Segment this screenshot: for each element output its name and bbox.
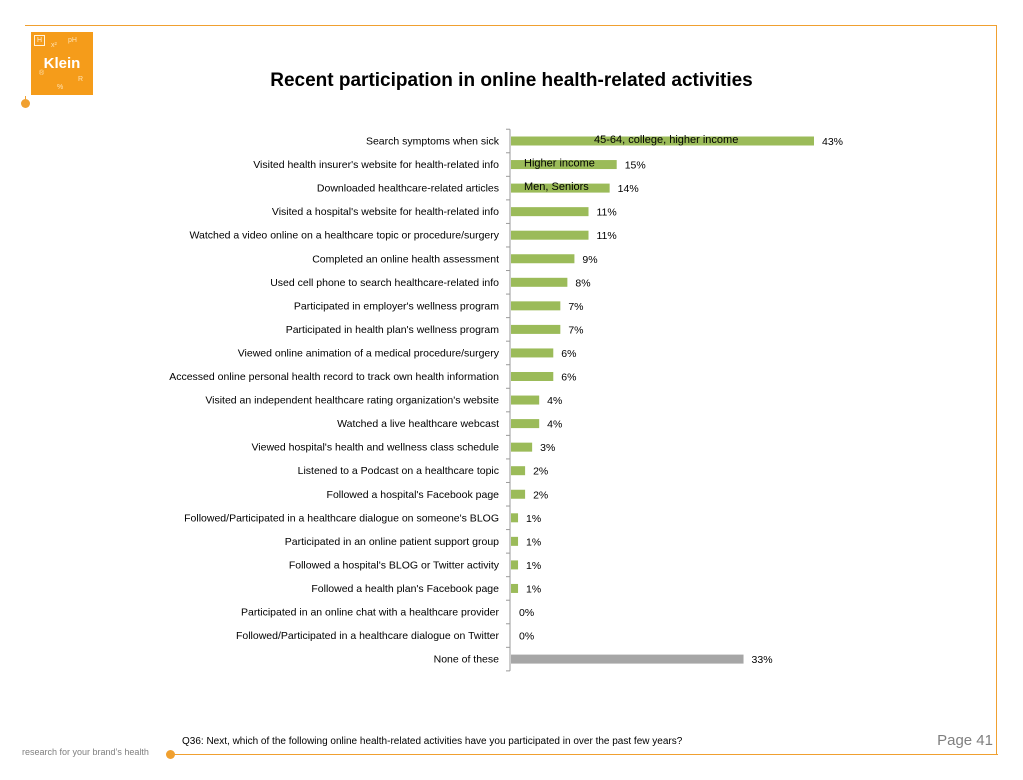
value-label: 7% xyxy=(568,324,583,336)
value-label: 1% xyxy=(526,536,541,548)
category-label: Accessed online personal health record t… xyxy=(169,371,499,383)
value-label: 6% xyxy=(561,372,576,384)
bar-annotation: 45-64, college, higher income xyxy=(594,134,738,146)
footer-dot xyxy=(166,750,175,759)
company-tagline: research for your brand’s health xyxy=(22,747,149,757)
bar xyxy=(511,395,540,405)
value-label: 0% xyxy=(519,607,534,619)
bar xyxy=(511,348,554,358)
category-label: Followed a health plan's Facebook page xyxy=(311,583,499,595)
category-label: Listened to a Podcast on a healthcare to… xyxy=(298,465,499,477)
frame-bottom-line xyxy=(170,754,998,755)
value-label: 8% xyxy=(575,277,590,289)
category-label: Participated in employer's wellness prog… xyxy=(294,300,499,312)
value-label: 1% xyxy=(526,583,541,595)
category-label: Visited a hospital's website for health-… xyxy=(272,206,499,218)
category-label: Participated in health plan's wellness p… xyxy=(286,324,500,336)
bar xyxy=(511,230,589,240)
category-label: Viewed hospital's health and wellness cl… xyxy=(251,442,499,454)
page-number: Page 41 xyxy=(937,732,993,749)
category-label: Viewed online animation of a medical pro… xyxy=(238,347,500,359)
value-label: 3% xyxy=(540,442,555,454)
logo-box-letter: H xyxy=(34,35,45,46)
value-label: 43% xyxy=(822,136,843,148)
bar xyxy=(511,654,744,664)
bar xyxy=(511,489,526,499)
logo-name: Klein xyxy=(43,55,81,72)
bar xyxy=(511,277,568,287)
logo-glyph: % xyxy=(57,84,64,91)
value-label: 33% xyxy=(752,654,773,666)
value-label: 0% xyxy=(519,631,534,643)
slide-frame xyxy=(25,25,997,755)
category-label: Watched a live healthcare webcast xyxy=(337,418,499,430)
bar xyxy=(511,513,519,523)
value-label: 2% xyxy=(533,489,548,501)
bar xyxy=(511,207,589,217)
bar xyxy=(511,301,561,311)
bar xyxy=(511,442,533,452)
category-label: Completed an online health assessment xyxy=(312,253,499,265)
bar xyxy=(511,560,519,570)
category-label: None of these xyxy=(434,654,500,666)
category-label: Visited an independent healthcare rating… xyxy=(205,395,499,407)
logo-glyph: x² xyxy=(51,42,57,49)
bar xyxy=(511,324,561,334)
bar xyxy=(511,254,575,264)
value-label: 14% xyxy=(618,183,639,195)
value-label: 4% xyxy=(547,419,562,431)
bar xyxy=(511,160,617,170)
bar-annotation: Higher income xyxy=(524,158,595,170)
category-label: Followed/Participated in a healthcare di… xyxy=(184,512,499,524)
frame-corner-dot xyxy=(21,99,30,108)
value-label: 11% xyxy=(597,230,617,242)
bar-annotation: Men, Seniors xyxy=(524,181,589,193)
bar xyxy=(511,419,540,429)
value-label: 9% xyxy=(582,254,597,266)
logo-glyph: pH xyxy=(68,37,77,44)
logo-glyph: R xyxy=(78,76,84,83)
logo-glyph: ® xyxy=(39,70,45,77)
category-label: Visited health insurer's website for hea… xyxy=(253,159,499,171)
bar xyxy=(511,183,610,193)
bar xyxy=(511,372,554,381)
chart-title: Recent participation in online health-re… xyxy=(270,70,753,91)
category-label: Followed a hospital's Facebook page xyxy=(327,489,500,501)
category-label: Watched a video online on a healthcare t… xyxy=(189,230,499,242)
bar xyxy=(511,466,526,476)
category-label: Downloaded healthcare-related articles xyxy=(317,183,499,195)
value-label: 11% xyxy=(597,207,617,219)
category-label: Followed/Participated in a healthcare di… xyxy=(236,630,500,642)
bar xyxy=(511,583,519,593)
value-label: 1% xyxy=(526,513,541,525)
category-label: Participated in an online patient suppor… xyxy=(285,536,499,548)
value-label: 4% xyxy=(547,395,562,407)
value-label: 1% xyxy=(526,560,541,572)
bar xyxy=(511,536,519,546)
value-label: 2% xyxy=(533,466,548,478)
value-label: 7% xyxy=(568,301,583,313)
category-label: Participated in an online chat with a he… xyxy=(241,607,499,619)
bar xyxy=(511,136,814,146)
category-label: Search symptoms when sick xyxy=(366,136,500,148)
bar-chart: Search symptoms when sick 43% Visited heal… xyxy=(169,128,843,672)
category-label: Used cell phone to search healthcare-rel… xyxy=(270,277,499,289)
value-label: 15% xyxy=(625,160,646,172)
category-label: Followed a hospital's BLOG or Twitter ac… xyxy=(289,559,500,571)
survey-question-footnote: Q36: Next, which of the following online… xyxy=(182,736,683,747)
value-label: 6% xyxy=(561,348,576,360)
klein-logo: H x² pH ® R % Klein xyxy=(31,32,93,95)
